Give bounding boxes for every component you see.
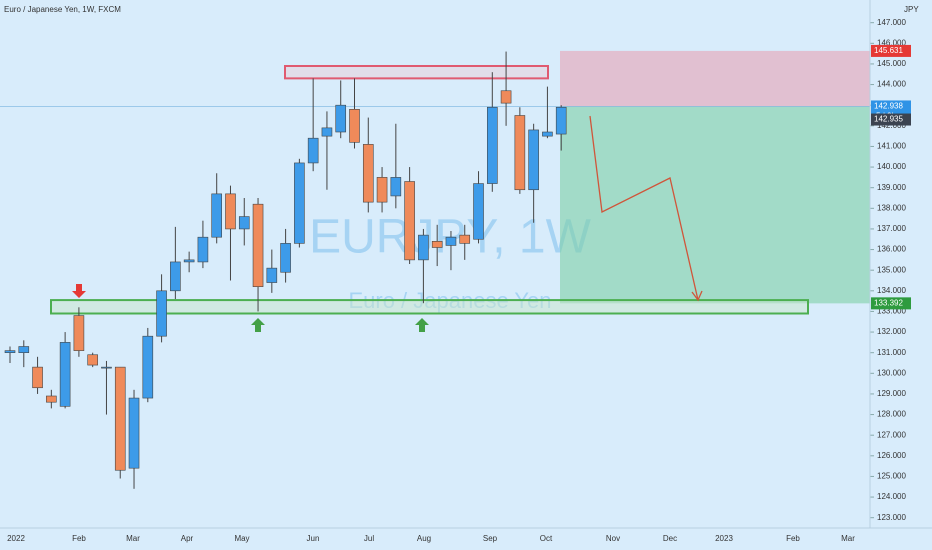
up-arrow	[251, 318, 265, 332]
candle-body	[418, 234, 429, 261]
y-tick-label: 127.000	[877, 430, 906, 439]
candle-body	[156, 290, 167, 337]
projection-arrowhead	[691, 290, 703, 302]
candle-body	[362, 144, 374, 203]
x-tick-label: Jul	[364, 534, 374, 543]
y-tick-label: 136.000	[877, 245, 906, 254]
y-tick-label: 131.000	[877, 348, 906, 357]
candle-body	[32, 366, 43, 389]
y-tick-label: 124.000	[877, 492, 906, 501]
x-tick-label: Mar	[126, 534, 140, 543]
candle-body	[500, 90, 512, 104]
y-tick-label: 147.000	[877, 18, 906, 27]
candle-body	[211, 193, 222, 238]
candle-body	[431, 241, 443, 248]
candle-body	[59, 342, 71, 407]
up-arrow	[415, 318, 429, 332]
x-tick-label: Oct	[540, 534, 553, 543]
candle-body	[170, 261, 181, 292]
chart-title: Euro / Japanese Yen, 1W, FXCM	[4, 5, 121, 14]
last-price-label: 142.935	[874, 115, 903, 124]
candle-body	[555, 106, 567, 135]
x-tick-label: Aug	[417, 534, 431, 543]
y-tick-label: 134.000	[877, 286, 906, 295]
target-price-label: 133.392	[874, 298, 903, 307]
candle-body	[87, 354, 98, 366]
candle-body	[445, 236, 457, 246]
candle-body	[46, 395, 57, 403]
x-tick-label: Mar	[841, 534, 855, 543]
candle-body	[459, 234, 471, 244]
candle-body	[390, 177, 402, 197]
y-tick-label: 146.000	[877, 38, 906, 47]
y-tick-label: 145.000	[877, 59, 906, 68]
y-tick-label: 140.000	[877, 162, 906, 171]
currency-label: JPY	[904, 5, 919, 14]
y-tick-label: 130.000	[877, 368, 906, 377]
y-tick-label: 125.000	[877, 472, 906, 481]
y-tick-label: 135.000	[877, 265, 906, 274]
y-tick-label: 133.000	[877, 307, 906, 316]
y-tick-label: 144.000	[877, 80, 906, 89]
y-tick-label: 141.000	[877, 142, 906, 151]
candle-body	[252, 203, 264, 287]
x-tick-label: Jun	[307, 534, 320, 543]
candle-body	[280, 243, 291, 273]
x-tick-label: Feb	[786, 534, 800, 543]
reward-zone	[560, 106, 870, 304]
candle-body	[321, 127, 333, 137]
candle-body	[542, 131, 553, 137]
y-tick-label: 138.000	[877, 203, 906, 212]
candle-body	[114, 366, 126, 471]
x-tick-label: 2022	[7, 534, 25, 543]
candle-body	[128, 397, 140, 469]
candle-body	[238, 216, 250, 230]
y-tick-label: 129.000	[877, 389, 906, 398]
candle-body	[101, 366, 112, 369]
last-price-label-bg	[871, 113, 911, 126]
x-tick-label: May	[234, 534, 249, 543]
candle-body	[349, 109, 360, 143]
candle-body	[528, 129, 539, 191]
y-tick-label: 137.000	[877, 224, 906, 233]
candle-body	[307, 137, 319, 164]
support-box	[50, 299, 809, 315]
x-tick-label: Sep	[483, 534, 498, 543]
y-tick-label: 128.000	[877, 410, 906, 419]
candle-body	[376, 177, 388, 203]
candle-body	[294, 162, 305, 244]
y-tick-label: 132.000	[877, 327, 906, 336]
candle-body	[486, 106, 498, 184]
candle-body	[266, 267, 278, 283]
entry-price-label: 142.938	[874, 102, 903, 111]
stop-price-label: 145.631	[874, 46, 903, 55]
candle-body	[4, 350, 16, 353]
down-arrow	[72, 284, 86, 298]
stop-price-label-bg	[871, 44, 911, 57]
candle-body	[197, 236, 209, 263]
x-tick-label: Nov	[606, 534, 620, 543]
x-tick-label: Dec	[663, 534, 677, 543]
candle-body	[73, 315, 85, 351]
x-tick-label: 2023	[715, 534, 733, 543]
candle-body	[142, 335, 154, 399]
y-tick-label: 126.000	[877, 451, 906, 460]
x-tick-label: Feb	[72, 534, 86, 543]
candle-body	[335, 104, 347, 133]
risk-zone	[560, 50, 870, 107]
candle-body	[225, 193, 236, 230]
resistance-box	[284, 65, 549, 80]
candle-body	[18, 346, 30, 353]
projection-path	[589, 115, 699, 301]
y-tick-label: 123.000	[877, 513, 906, 522]
candle-body	[514, 115, 526, 191]
target-price-label-bg	[871, 297, 911, 310]
y-tick-label: 139.000	[877, 183, 906, 192]
candle-body	[473, 183, 484, 240]
candle-body	[183, 259, 195, 263]
candle-body	[404, 181, 415, 261]
x-tick-label: Apr	[181, 534, 194, 543]
